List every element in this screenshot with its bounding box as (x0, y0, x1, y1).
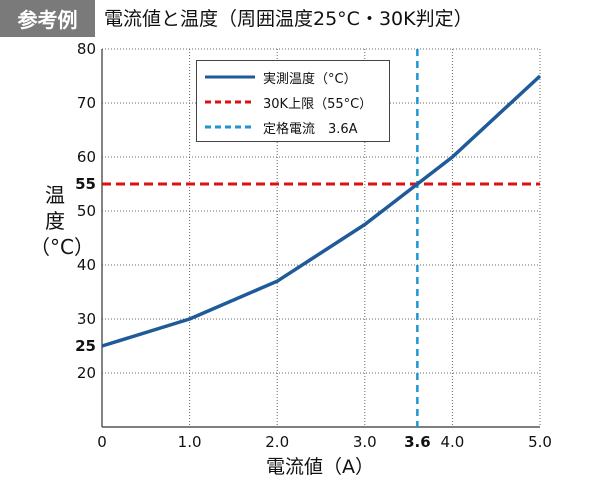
legend-item-rated-current: 定格電流 3.6A (205, 117, 385, 137)
y-tick-label: 55 (75, 175, 96, 193)
legend-item-measured: 実測温度（°C） (205, 67, 385, 87)
y-axis-title-line: 度 (45, 209, 65, 233)
legend-swatch-rated-current (205, 125, 255, 129)
chart-title: 電流値と温度（周囲温度25°C・30K判定） (104, 8, 473, 30)
measured-temperature-line (101, 74, 542, 348)
y-tick-label: 60 (77, 148, 96, 166)
x-tick-label: 1.0 (178, 433, 202, 451)
y-axis-title-line: （°C） (30, 235, 94, 259)
x-tick-label: 0 (97, 433, 107, 451)
x-tick-label: 5.0 (528, 433, 552, 451)
y-tick-label: 40 (77, 256, 96, 274)
x-tick-label: 3.0 (353, 433, 377, 451)
y-tick-label: 80 (77, 40, 96, 58)
y-tick-label: 50 (77, 202, 96, 220)
legend-label-limit: 30K上限（55°C） (263, 96, 373, 112)
legend-label-rated-current: 定格電流 3.6A (263, 121, 358, 137)
legend-swatch-limit (205, 100, 255, 104)
reference-example-badge: 参考例 (0, 0, 95, 37)
x-tick-label: 3.6 (404, 433, 431, 451)
x-tick-label: 2.0 (265, 433, 289, 451)
x-axis-title: 電流値（A） (266, 456, 374, 478)
y-axis-title-line: 温 (45, 183, 65, 207)
chart-legend: 実測温度（°C） 30K上限（55°C） 定格電流 3.6A (196, 60, 390, 142)
y-axis-title: 温度（°C） (30, 182, 94, 260)
legend-swatch-measured (205, 75, 255, 79)
y-tick-label: 20 (77, 364, 96, 382)
y-tick-label: 30 (77, 310, 96, 328)
x-tick-label: 4.0 (440, 433, 464, 451)
legend-item-limit: 30K上限（55°C） (205, 92, 385, 112)
y-tick-label: 25 (75, 337, 96, 355)
y-tick-label: 70 (77, 94, 96, 112)
legend-label-measured: 実測温度（°C） (263, 71, 357, 87)
